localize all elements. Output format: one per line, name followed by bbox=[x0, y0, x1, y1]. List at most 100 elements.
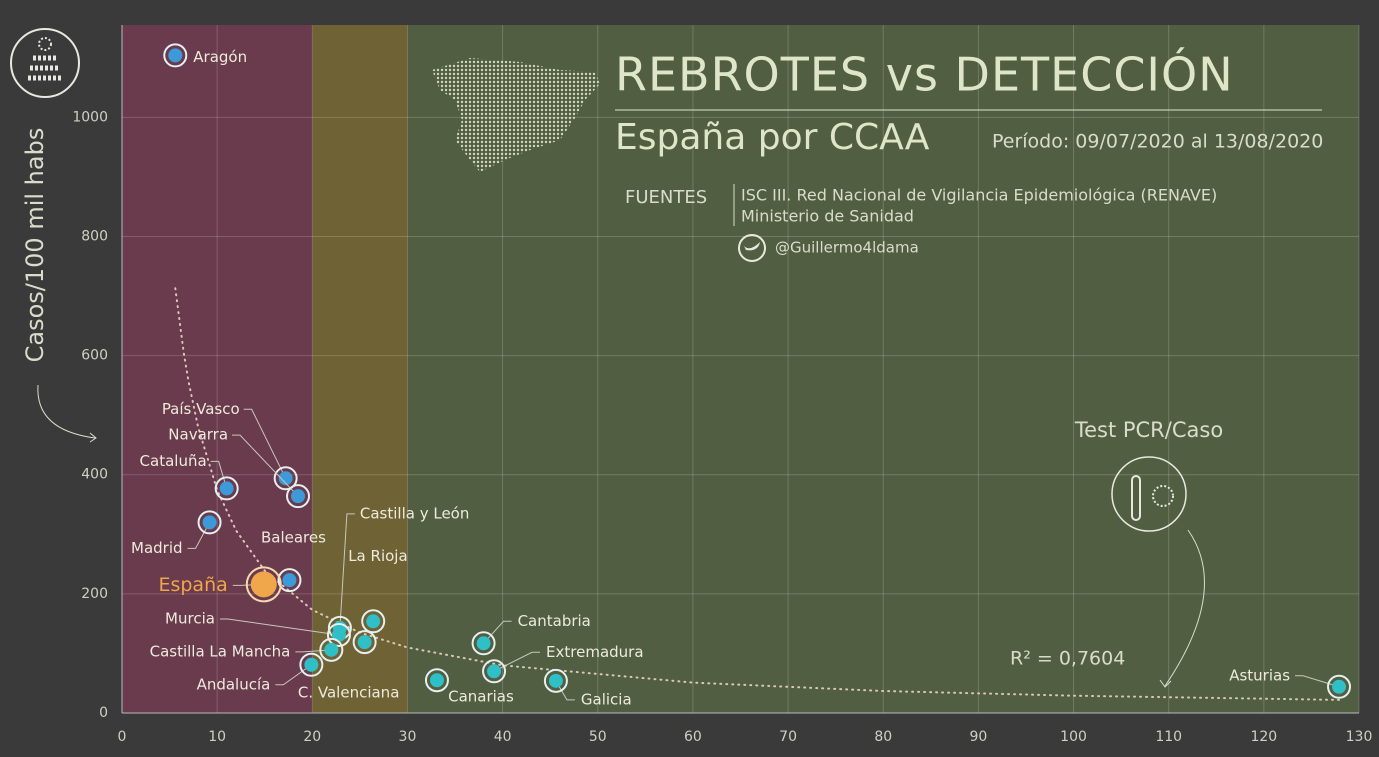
point-label: Asturias bbox=[1229, 666, 1290, 684]
point bbox=[487, 664, 502, 679]
point-label: Madrid bbox=[131, 539, 183, 557]
point-label: Extremadura bbox=[546, 643, 644, 661]
band bbox=[407, 25, 1359, 713]
point-label: Baleares bbox=[261, 529, 326, 547]
point-halo bbox=[471, 631, 496, 656]
x-tick-label: 60 bbox=[684, 729, 702, 745]
decoration bbox=[10, 28, 1322, 688]
point bbox=[331, 627, 346, 642]
leader-line bbox=[219, 618, 340, 636]
point-halo bbox=[361, 609, 386, 634]
point-label: Navarra bbox=[168, 426, 228, 444]
point-halo bbox=[286, 484, 311, 509]
point bbox=[548, 673, 563, 688]
leader-line bbox=[1295, 675, 1340, 688]
point-halo bbox=[197, 510, 222, 535]
point bbox=[250, 571, 277, 598]
point-halo bbox=[543, 668, 568, 693]
point bbox=[429, 673, 444, 688]
point-label: España bbox=[158, 574, 227, 596]
x-tick-label: 130 bbox=[1346, 729, 1373, 745]
x-tick-label: 110 bbox=[1155, 729, 1182, 745]
point-label: C. Valenciana bbox=[298, 684, 400, 702]
point-halo bbox=[299, 652, 324, 677]
point-halo bbox=[214, 476, 239, 501]
x-tick-label: 0 bbox=[118, 729, 127, 745]
period: Período: 09/07/2020 al 13/08/2020 bbox=[992, 131, 1323, 153]
trend-line bbox=[174, 287, 1341, 701]
y-tick-label: 1000 bbox=[72, 109, 108, 125]
point-label: Aragón bbox=[193, 48, 247, 66]
point-halo bbox=[352, 630, 377, 655]
point bbox=[366, 614, 381, 629]
source: Ministerio de Sanidad bbox=[741, 207, 914, 226]
point-label: Cantabria bbox=[518, 612, 591, 630]
point-halo bbox=[163, 43, 188, 68]
leader-line bbox=[232, 434, 299, 497]
y-tick-label: 0 bbox=[99, 705, 108, 721]
point-halo bbox=[277, 568, 302, 593]
leader-line bbox=[295, 649, 332, 653]
point-label: Cataluña bbox=[140, 452, 207, 470]
y-tick-label: 400 bbox=[81, 467, 108, 483]
band bbox=[122, 25, 313, 713]
leader-line bbox=[187, 522, 210, 549]
x-tick-label: 90 bbox=[969, 729, 987, 745]
point-label: Canarias bbox=[448, 688, 514, 706]
point-label: País Vasco bbox=[162, 400, 240, 418]
r-squared: R² = 0,7604 bbox=[1010, 648, 1125, 670]
point-label: Castilla La Mancha bbox=[150, 642, 291, 660]
point bbox=[168, 48, 183, 63]
chart-subtitle: España por CCAA bbox=[615, 117, 930, 158]
y-tick-label: 800 bbox=[81, 228, 108, 244]
point bbox=[357, 635, 372, 650]
x-tick-label: 50 bbox=[589, 729, 607, 745]
point-label: Andalucía bbox=[197, 675, 271, 693]
y-axis-label: Casos/100 mil habs bbox=[21, 128, 49, 363]
plot-area bbox=[121, 25, 1360, 714]
point bbox=[324, 642, 339, 657]
x-tick-label: 100 bbox=[1060, 729, 1087, 745]
x-tick-label: 20 bbox=[303, 729, 321, 745]
band bbox=[312, 25, 408, 713]
point bbox=[219, 481, 234, 496]
point-halo bbox=[273, 466, 298, 491]
point-halo bbox=[326, 622, 351, 647]
x-tick-label: 80 bbox=[874, 729, 892, 745]
x-tick-label: 40 bbox=[494, 729, 512, 745]
point-halo bbox=[245, 566, 282, 603]
x-tick-label: 10 bbox=[208, 729, 226, 745]
source: ISC III. Red Nacional de Vigilancia Epid… bbox=[741, 186, 1217, 205]
point bbox=[282, 573, 297, 588]
point-halo bbox=[319, 637, 344, 662]
point-label: La Rioja bbox=[348, 547, 407, 565]
point bbox=[202, 515, 217, 530]
point-halo bbox=[1327, 674, 1352, 699]
leader-line bbox=[210, 460, 228, 489]
leader-line bbox=[555, 680, 575, 701]
point bbox=[476, 636, 491, 651]
x-tick-label: 30 bbox=[399, 729, 417, 745]
sources-label: FUENTES bbox=[625, 187, 707, 208]
point bbox=[1332, 679, 1347, 694]
y-tick-label: 200 bbox=[81, 586, 108, 602]
point bbox=[291, 489, 306, 504]
twitter-handle: @Guillermo4ldama bbox=[775, 239, 919, 257]
point-halo bbox=[424, 668, 449, 693]
x-tick-label: 120 bbox=[1250, 729, 1277, 745]
chart-title: REBROTES vs DETECCIÓN bbox=[615, 48, 1234, 102]
point bbox=[304, 657, 319, 672]
x-axis-label: Test PCR/Caso bbox=[1074, 418, 1223, 442]
leader-line bbox=[339, 513, 355, 628]
x-tick-label: 70 bbox=[779, 729, 797, 745]
point-label: Murcia bbox=[165, 609, 215, 627]
y-tick-label: 600 bbox=[81, 348, 108, 364]
point-label: Galicia bbox=[581, 690, 632, 708]
point bbox=[278, 471, 293, 486]
leader-line bbox=[483, 620, 512, 644]
leader-line bbox=[243, 408, 287, 479]
point-label: Castilla y León bbox=[360, 504, 469, 522]
leader-line bbox=[493, 651, 541, 672]
point-halo bbox=[482, 659, 507, 684]
